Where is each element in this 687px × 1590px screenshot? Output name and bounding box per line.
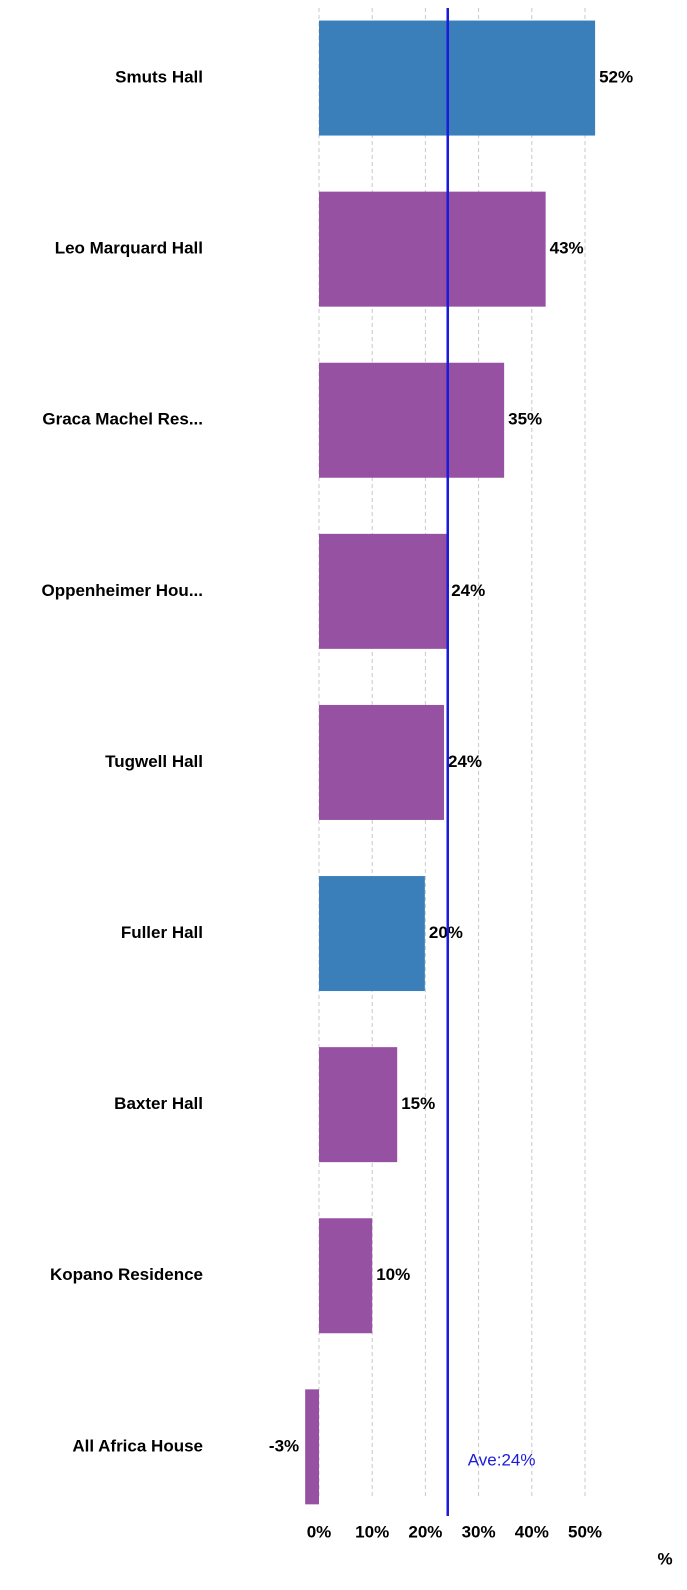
data-label: 15% — [401, 1094, 435, 1113]
bar — [319, 704, 445, 820]
x-axis-label: % — [657, 1549, 672, 1568]
y-tick-label: Kopano Residence — [50, 1265, 203, 1284]
y-tick-label: Leo Marquard Hall — [55, 239, 203, 258]
data-label: 20% — [429, 923, 463, 942]
bar — [319, 1047, 398, 1163]
data-label: -3% — [269, 1436, 299, 1455]
x-tick-label: 0% — [307, 1522, 332, 1541]
bar — [319, 533, 448, 649]
bar — [319, 20, 596, 136]
y-tick-label: All Africa House — [72, 1436, 203, 1455]
x-tick-label: 50% — [568, 1522, 602, 1541]
bar — [319, 876, 425, 992]
x-tick-label: 40% — [515, 1522, 549, 1541]
y-tick-label: Tugwell Hall — [105, 752, 203, 771]
y-tick-label: Graca Machel Res... — [42, 410, 203, 429]
x-tick-label: 30% — [462, 1522, 496, 1541]
x-tick-label: 20% — [408, 1522, 442, 1541]
data-label: 10% — [376, 1265, 410, 1284]
bar — [319, 362, 505, 478]
bar — [305, 1389, 319, 1505]
y-tick-label: Oppenheimer Hou... — [41, 581, 203, 600]
bar — [319, 1218, 373, 1334]
average-label: Ave:24% — [468, 1450, 536, 1469]
y-tick-label: Baxter Hall — [114, 1094, 203, 1113]
data-label: 24% — [448, 752, 482, 771]
bar — [319, 191, 546, 307]
data-label: 43% — [550, 239, 584, 258]
data-label: 52% — [599, 68, 633, 87]
y-tick-label: Fuller Hall — [121, 923, 203, 942]
x-tick-label: 10% — [355, 1522, 389, 1541]
y-tick-label: Smuts Hall — [115, 68, 203, 87]
data-label: 24% — [451, 581, 485, 600]
data-label: 35% — [508, 410, 542, 429]
